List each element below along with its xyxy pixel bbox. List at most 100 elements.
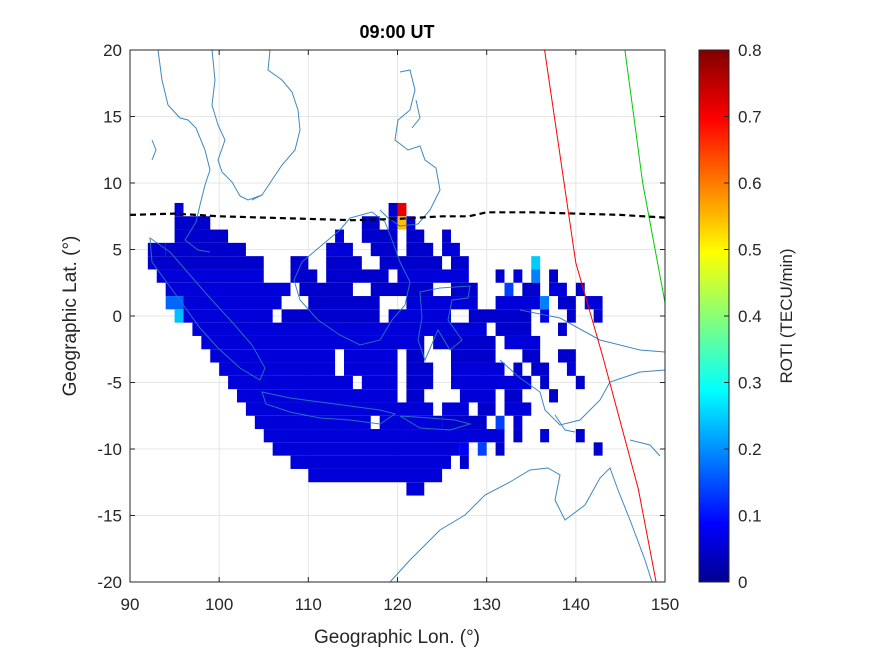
roti-cell <box>183 296 282 310</box>
roti-cell <box>540 429 550 443</box>
roti-cell <box>174 202 184 217</box>
roti-cell <box>406 482 425 496</box>
roti-cell <box>361 229 398 243</box>
roti-cell <box>442 402 469 416</box>
roti-cell <box>290 256 309 270</box>
roti-cell <box>156 269 264 283</box>
roti-cell <box>593 442 603 456</box>
roti-cell <box>397 269 469 283</box>
roti-cell <box>459 455 469 469</box>
roti-cell <box>575 375 585 390</box>
roti-cell <box>584 296 603 310</box>
y-tick-label: -20 <box>97 573 122 592</box>
roti-cell <box>397 216 407 230</box>
coastlines <box>149 50 665 582</box>
roti-cell <box>593 309 603 323</box>
roti-cell <box>254 415 371 430</box>
y-tick-label: -5 <box>107 374 122 393</box>
roti-cell <box>558 296 576 310</box>
roti-cell <box>308 296 380 310</box>
roti-cell <box>451 282 478 297</box>
roti-cell <box>451 375 532 390</box>
roti-cell <box>406 216 416 230</box>
roti-cell <box>165 282 291 297</box>
y-tick-label: 15 <box>103 108 122 127</box>
roti-cell <box>495 442 505 456</box>
roti-cell <box>442 242 460 257</box>
y-tick-labels: -20 -15 -10 -5 0 5 10 15 20 <box>97 41 122 592</box>
colorbar-tick-label: 0.2 <box>738 440 762 459</box>
x-tick-label: 90 <box>121 595 140 614</box>
roti-cell <box>549 269 558 283</box>
roti-cell <box>459 389 496 403</box>
roti-cell <box>272 442 460 456</box>
roti-cell <box>299 282 353 297</box>
roti-cell <box>370 242 398 257</box>
y-tick-label: -15 <box>97 507 122 526</box>
roti-cells <box>147 202 603 496</box>
roti-cell <box>397 202 407 217</box>
roti-cell <box>566 309 576 323</box>
roti-cell <box>549 282 567 297</box>
roti-cell <box>513 269 523 283</box>
roti-cell <box>558 322 567 336</box>
roti-cell <box>513 429 523 443</box>
roti-cell <box>451 349 496 363</box>
roti-cell <box>495 296 541 310</box>
roti-cell <box>388 202 398 217</box>
roti-cell <box>361 216 380 230</box>
roti-cell <box>531 269 541 283</box>
roti-cell <box>370 282 434 297</box>
green-curve-line <box>624 50 665 303</box>
y-tick-label: 20 <box>103 41 122 60</box>
dashed-boundary-line <box>130 211 665 222</box>
y-axis-label: Geographic Lat. (°) <box>60 236 81 397</box>
colorbar-ticks: 0 0.1 0.2 0.3 0.4 0.5 0.6 0.7 0.8 <box>724 41 762 592</box>
roti-cell <box>477 442 487 456</box>
roti-cell <box>147 256 264 270</box>
x-axis-label: Geographic Lon. (°) <box>314 627 480 648</box>
roti-cell <box>326 269 389 283</box>
roti-cell <box>495 269 505 283</box>
roti-cell <box>477 402 496 416</box>
roti-cell <box>344 349 398 363</box>
roti-cell <box>406 389 425 403</box>
roti-cell <box>513 415 523 430</box>
roti-cell <box>504 389 523 403</box>
roti-cell <box>522 282 541 297</box>
roti-cell <box>513 362 523 376</box>
roti-cell <box>549 389 558 403</box>
roti-cell <box>326 242 353 257</box>
colorbar-tick-label: 0.1 <box>738 507 762 526</box>
y-tick-label: 5 <box>113 241 122 260</box>
roti-cell <box>201 335 425 350</box>
y-tick-label: -10 <box>97 440 122 459</box>
roti-cell <box>575 282 585 297</box>
roti-cell <box>468 309 532 323</box>
roti-cell <box>504 402 532 416</box>
roti-cell <box>540 309 550 323</box>
x-tick-label: 130 <box>472 595 500 614</box>
roti-cell <box>174 229 229 243</box>
roti-cell <box>326 256 362 270</box>
roti-cell <box>451 362 505 376</box>
roti-cell <box>344 362 398 376</box>
colorbar-tick-label: 0.3 <box>738 374 762 393</box>
roti-cell <box>406 349 425 363</box>
roti-cell <box>504 282 514 297</box>
roti-cell <box>183 309 273 323</box>
roti-cell <box>210 349 336 363</box>
roti-cell <box>575 429 585 443</box>
roti-cell <box>192 322 487 336</box>
roti-cell <box>174 216 211 230</box>
roti-cell <box>361 375 398 390</box>
x-tick-label: 120 <box>383 595 411 614</box>
roti-cell <box>495 322 532 336</box>
axis-ticks <box>129 49 666 583</box>
red-curve-line <box>544 50 657 582</box>
y-tick-label: 0 <box>113 307 122 326</box>
roti-cell <box>406 375 434 390</box>
roti-cell <box>451 256 469 270</box>
roti-cell <box>388 216 398 230</box>
roti-cell <box>228 375 353 390</box>
